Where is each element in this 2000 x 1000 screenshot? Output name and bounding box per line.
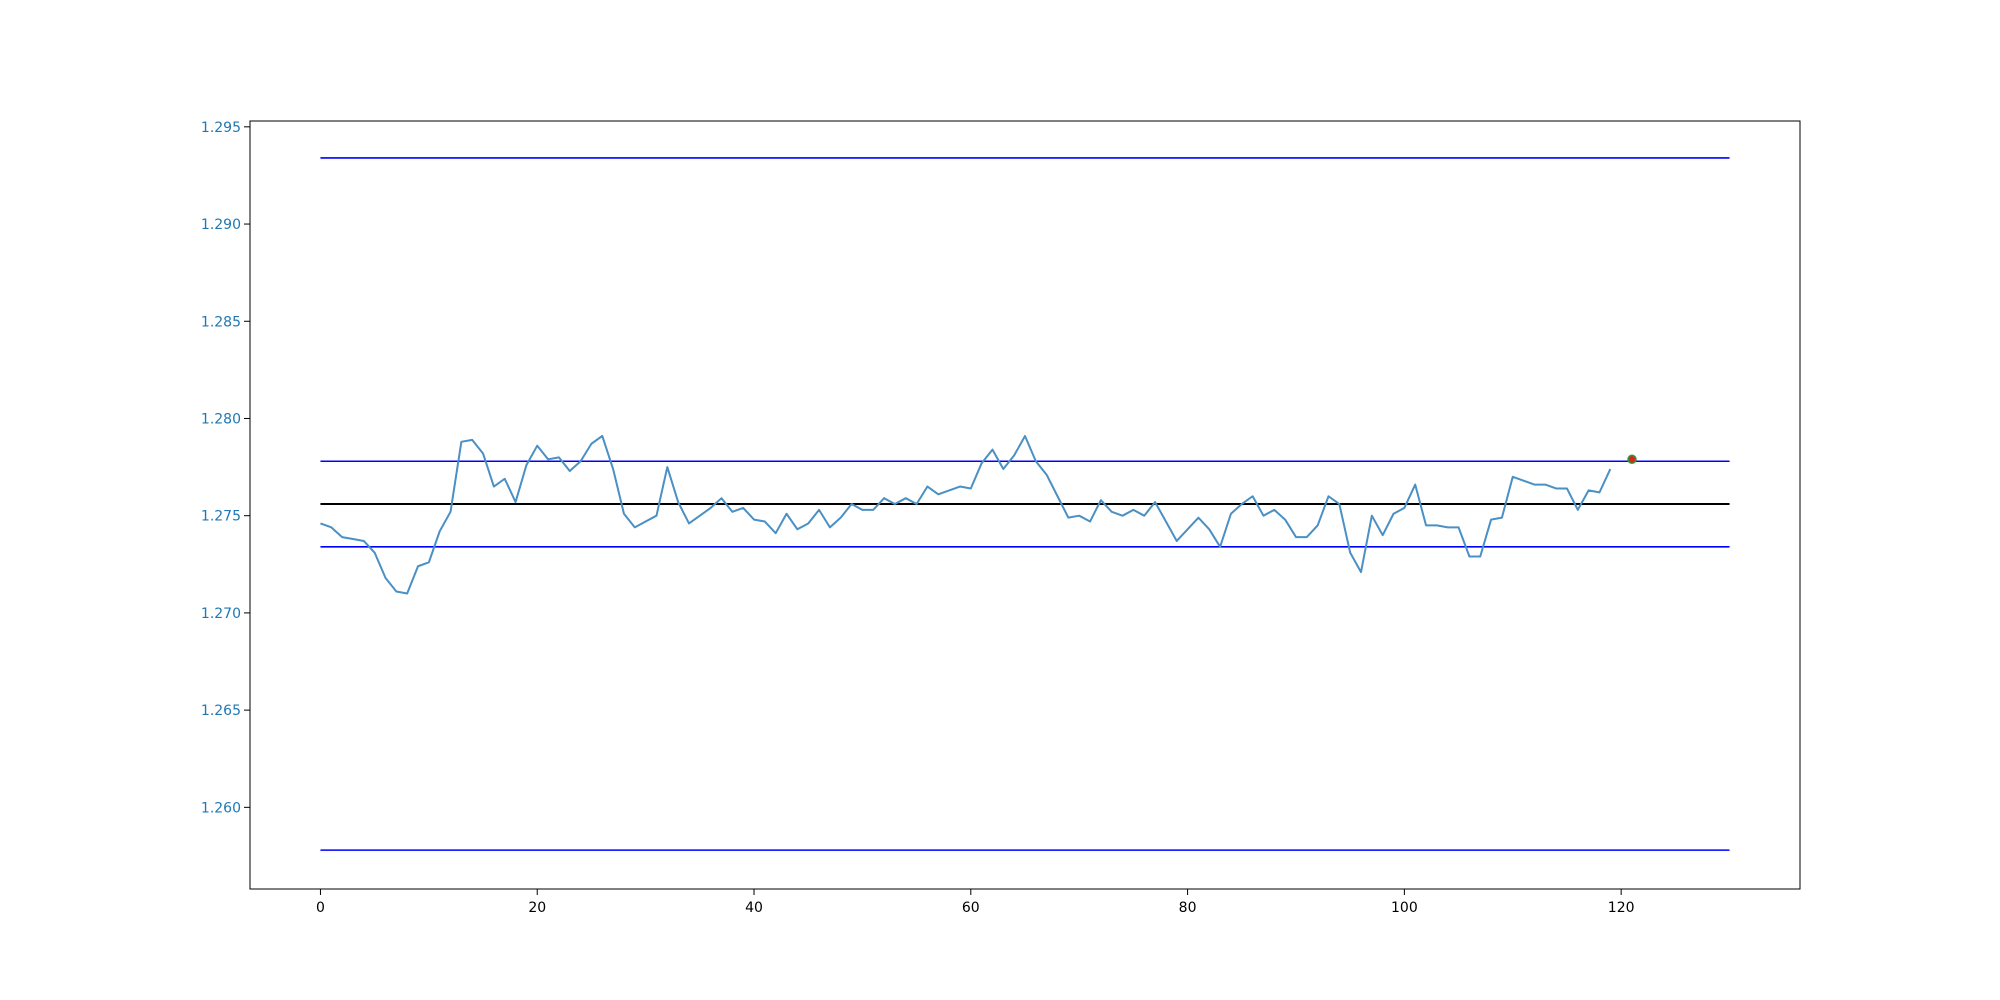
- y-tick-label: 1.260: [201, 800, 241, 816]
- series-line-0: [320, 434, 1612, 595]
- x-tick-label: 120: [1608, 900, 1635, 916]
- y-axis: 1.260 1.265 1.270 1.275 1.280 1.285 1.290 1.295: [201, 120, 250, 816]
- y-tick-label: 1.270: [201, 606, 241, 622]
- marker-point: [1627, 454, 1637, 465]
- plot-frame: [249, 120, 1801, 890]
- y-tick-label: 1.285: [201, 314, 241, 330]
- y-tick-label: 1.280: [201, 411, 241, 427]
- x-tick-label: 60: [962, 900, 980, 916]
- x-tick-label: 80: [1179, 900, 1197, 916]
- x-tick-label: 0: [316, 900, 325, 916]
- y-tick-label: 1.275: [201, 509, 241, 525]
- y-tick-label: 1.265: [201, 703, 241, 719]
- x-tick-label: 100: [1391, 900, 1418, 916]
- series-layer: [320, 434, 1612, 595]
- y-tick-label: 1.295: [201, 120, 241, 136]
- y-tick-label: 1.290: [201, 217, 241, 233]
- x-axis: 0 20 40 60 80 100 120: [316, 889, 1635, 916]
- x-tick-label: 40: [745, 900, 763, 916]
- threshold-lines: [320, 157, 1730, 851]
- marker-layer: [1627, 454, 1637, 465]
- x-tick-label: 20: [528, 900, 546, 916]
